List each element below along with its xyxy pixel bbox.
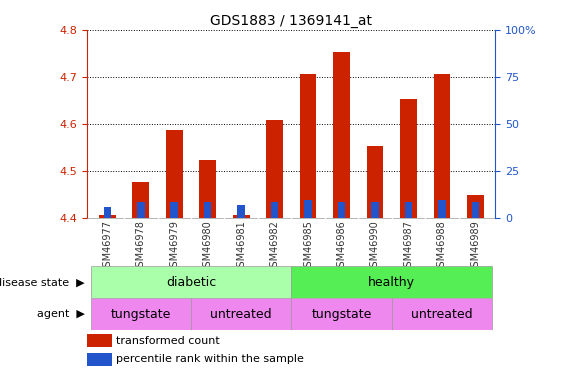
Text: percentile rank within the sample: percentile rank within the sample [116,354,303,364]
Bar [191,298,292,330]
Text: GSM46980: GSM46980 [203,220,213,273]
Bar [333,52,350,217]
Bar [199,160,216,218]
Bar [305,200,312,217]
Text: GSM46978: GSM46978 [136,220,146,273]
Bar [400,99,417,218]
Text: diabetic: diabetic [166,276,216,289]
Bar [300,74,316,217]
Text: tungstate: tungstate [110,308,171,321]
Text: healthy: healthy [368,276,415,289]
Text: transformed count: transformed count [116,336,220,345]
Text: disease state  ▶: disease state ▶ [0,277,84,287]
Text: GSM46990: GSM46990 [370,220,380,273]
Text: GSM46982: GSM46982 [270,220,280,273]
Bar [137,202,145,217]
Bar [171,202,178,217]
Text: GSM46986: GSM46986 [337,220,347,273]
Text: GSM46987: GSM46987 [404,220,413,273]
Bar [91,266,292,298]
Bar [271,202,278,217]
Bar [405,202,412,217]
Text: untreated: untreated [211,308,272,321]
Bar [438,200,446,217]
Bar [99,215,116,217]
Bar [87,352,111,366]
Bar [467,195,484,217]
Bar [233,215,249,217]
Bar [166,130,182,218]
Bar [367,146,383,218]
Text: untreated: untreated [411,308,473,321]
Bar [392,298,492,330]
Bar [292,266,492,298]
Bar [371,202,379,217]
Text: GSM46985: GSM46985 [303,220,313,273]
Text: agent  ▶: agent ▶ [37,309,84,319]
Bar [104,207,111,218]
Text: GSM46988: GSM46988 [437,220,447,273]
Bar [266,120,283,218]
Bar [91,298,191,330]
Text: tungstate: tungstate [311,308,372,321]
Bar [472,202,479,217]
Bar [292,298,392,330]
Bar [204,202,212,217]
Bar [238,205,245,218]
Text: GSM46977: GSM46977 [102,220,113,273]
Title: GDS1883 / 1369141_at: GDS1883 / 1369141_at [211,13,372,28]
Bar [338,202,345,217]
Text: GSM46981: GSM46981 [236,220,246,273]
Bar [87,334,111,347]
Bar [132,182,149,218]
Text: GSM46989: GSM46989 [470,220,480,273]
Text: GSM46979: GSM46979 [169,220,179,273]
Bar [434,74,450,217]
